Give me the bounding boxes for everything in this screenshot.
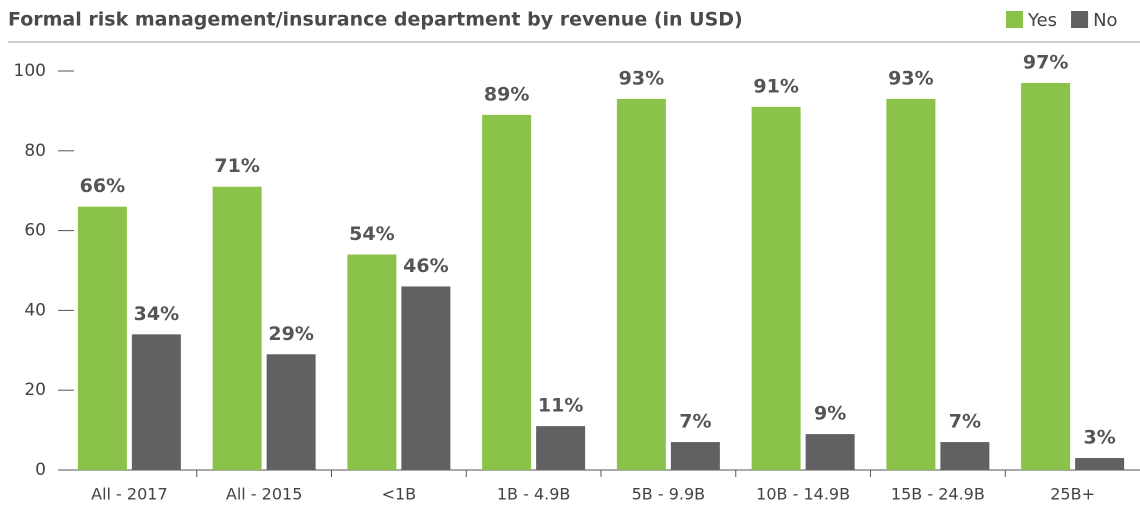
y-tick-label: 80 (24, 141, 46, 161)
bar (266, 354, 316, 470)
bar (940, 442, 990, 470)
y-tick-label: 60 (24, 221, 46, 241)
value-label: 7% (949, 411, 981, 433)
bar (886, 98, 936, 471)
x-tick-label: 5B - 9.9B (632, 485, 706, 504)
value-label: 11% (538, 395, 583, 417)
bar (1075, 458, 1125, 470)
value-label: 54% (349, 223, 394, 245)
value-label: 46% (403, 255, 448, 277)
value-label: 93% (888, 67, 933, 89)
bar (751, 106, 801, 470)
legend-label: Yes (1027, 10, 1057, 31)
x-tick-label: 1B - 4.9B (497, 485, 571, 504)
legend-swatch (1071, 11, 1089, 28)
value-label: 3% (1083, 427, 1115, 449)
value-label: 29% (268, 323, 313, 345)
y-tick-label: 40 (24, 300, 46, 320)
bar (536, 426, 586, 470)
value-label: 89% (484, 83, 529, 105)
value-label: 91% (753, 75, 798, 97)
bar (1021, 82, 1071, 470)
y-tick-label: 20 (24, 380, 46, 400)
legend-label: No (1093, 10, 1117, 31)
bar (670, 442, 720, 470)
bar (77, 206, 127, 470)
x-tick-label: 15B - 24.9B (891, 485, 985, 504)
bar (212, 186, 262, 470)
y-tick-label: 0 (35, 460, 46, 480)
bar (347, 254, 397, 470)
legend-swatch (1006, 11, 1023, 28)
bar (401, 286, 451, 470)
value-label: 66% (80, 175, 125, 197)
value-label: 7% (679, 411, 711, 433)
x-tick-label: All - 2017 (91, 485, 168, 504)
x-tick-label: All - 2015 (226, 485, 303, 504)
x-tick-label: 10B - 14.9B (756, 485, 850, 504)
chart-title: Formal risk management/insurance departm… (8, 9, 743, 31)
value-label: 9% (814, 403, 846, 425)
value-label: 93% (619, 67, 664, 89)
value-label: 34% (134, 303, 179, 325)
y-tick-label: 100 (14, 61, 46, 81)
x-tick-label: 25B+ (1050, 485, 1095, 504)
bar (131, 334, 181, 470)
x-tick-label: <1B (382, 485, 417, 504)
bar (482, 114, 532, 470)
value-label: 71% (214, 155, 259, 177)
value-label: 97% (1023, 51, 1068, 73)
bar (805, 434, 855, 470)
bar (616, 98, 666, 471)
